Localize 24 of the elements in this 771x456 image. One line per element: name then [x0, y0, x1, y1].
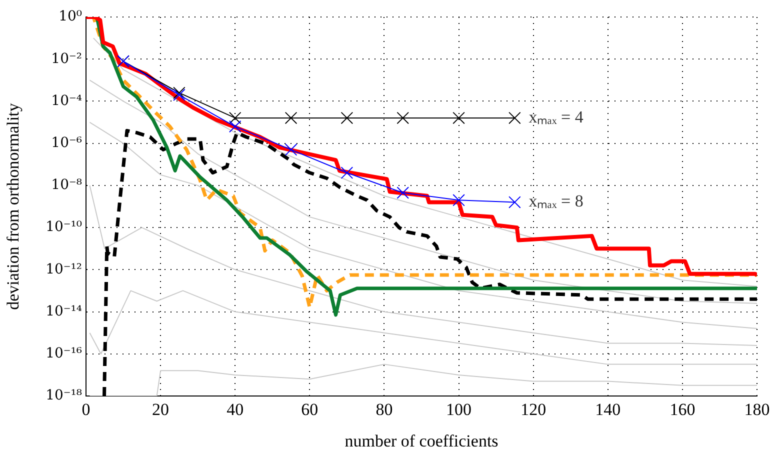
x-tick-label: 80	[376, 400, 393, 419]
x-tick-label: 180	[744, 400, 770, 419]
y-tick-label: 10⁻⁸	[51, 177, 82, 194]
y-tick-label: 10⁻⁶	[51, 134, 82, 151]
x-tick-label: 60	[301, 400, 318, 419]
y-axis-title: deviation from orthonormality	[4, 102, 23, 310]
y-tick-label: 10⁻¹²	[46, 261, 82, 278]
y-tick-label: 10⁻¹⁴	[46, 303, 82, 320]
x-tick-label: 40	[226, 400, 244, 419]
x-tick-label: 0	[82, 400, 90, 419]
x-tick-label: 100	[446, 400, 472, 419]
x-tick-label: 120	[520, 400, 546, 419]
y-tick-label: 10⁰	[58, 8, 82, 25]
y-tick-label: 10⁻⁴	[51, 92, 82, 109]
x-tick-label: 140	[595, 400, 621, 419]
x-tick-label: 160	[670, 400, 696, 419]
y-tick-label: 10⁻¹⁸	[46, 388, 82, 404]
x-axis-title: number of coefficients	[344, 431, 498, 450]
series-label: xₘₐₓ = 8	[528, 192, 584, 211]
series-label: xₘₐₓ = 4	[528, 107, 584, 126]
y-tick-label: 10⁻¹⁰	[46, 219, 82, 236]
y-tick-label: 10⁻²	[51, 50, 82, 67]
y-tick-label: 10⁻¹⁶	[46, 346, 82, 362]
x-tick-label: 20	[152, 400, 170, 419]
